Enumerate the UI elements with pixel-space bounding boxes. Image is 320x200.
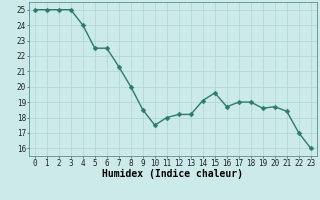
- X-axis label: Humidex (Indice chaleur): Humidex (Indice chaleur): [102, 169, 243, 179]
